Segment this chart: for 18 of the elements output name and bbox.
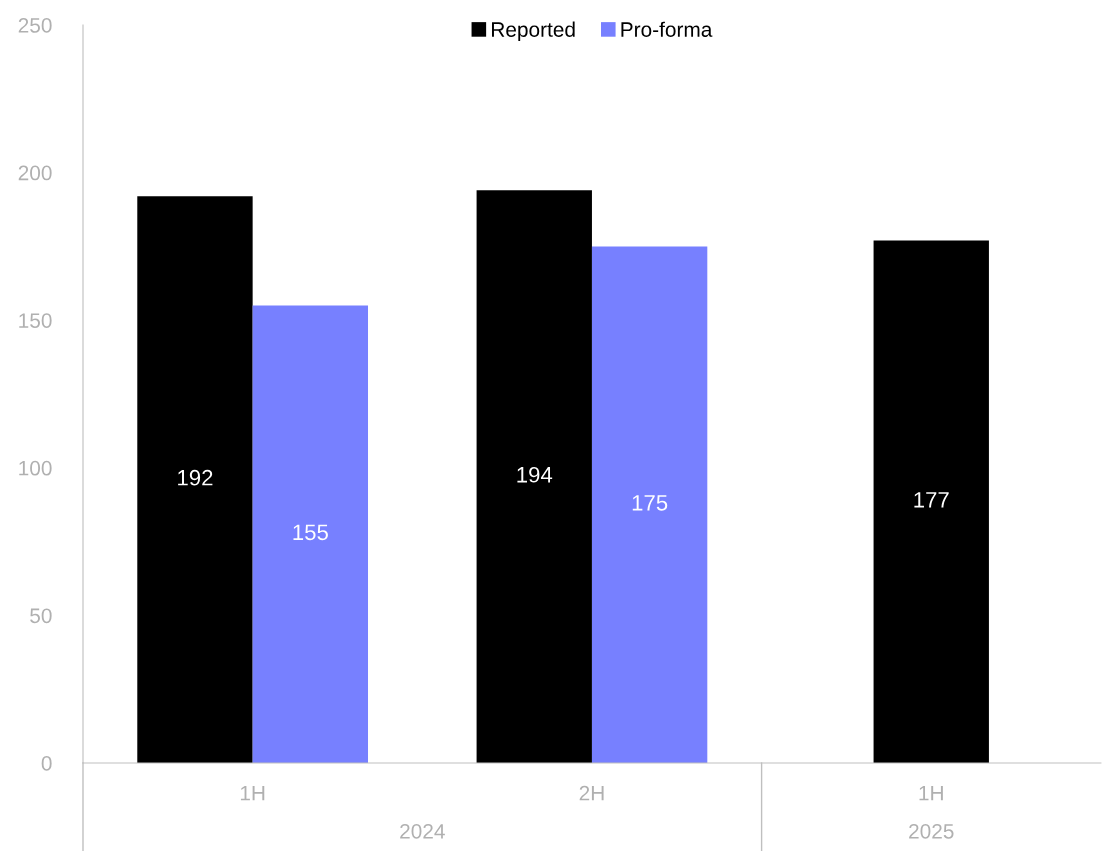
x-tick-label: 2H bbox=[579, 785, 604, 801]
text: 2025 bbox=[909, 823, 954, 839]
x-tick-label: 1H bbox=[240, 785, 265, 801]
data-label: 175 bbox=[632, 495, 668, 511]
data-label: 194 bbox=[517, 466, 553, 483]
y-tick-label: 250 bbox=[18, 18, 52, 33]
data-label: 177 bbox=[914, 492, 949, 508]
y-tick-label: 50 bbox=[30, 608, 52, 624]
x-tick-label: 1H bbox=[919, 785, 943, 801]
legend-label: Pro-forma bbox=[621, 21, 713, 37]
y-tick-label: 100 bbox=[19, 460, 52, 476]
y-tick-label: 150 bbox=[19, 313, 52, 328]
data-label: 155 bbox=[293, 524, 328, 541]
y-tick-label: 0 bbox=[41, 756, 52, 771]
text: 2024 bbox=[400, 823, 445, 839]
y-tick-label: 200 bbox=[18, 165, 52, 181]
legend-label: Reported bbox=[492, 21, 575, 42]
data-label: 192 bbox=[178, 469, 213, 486]
